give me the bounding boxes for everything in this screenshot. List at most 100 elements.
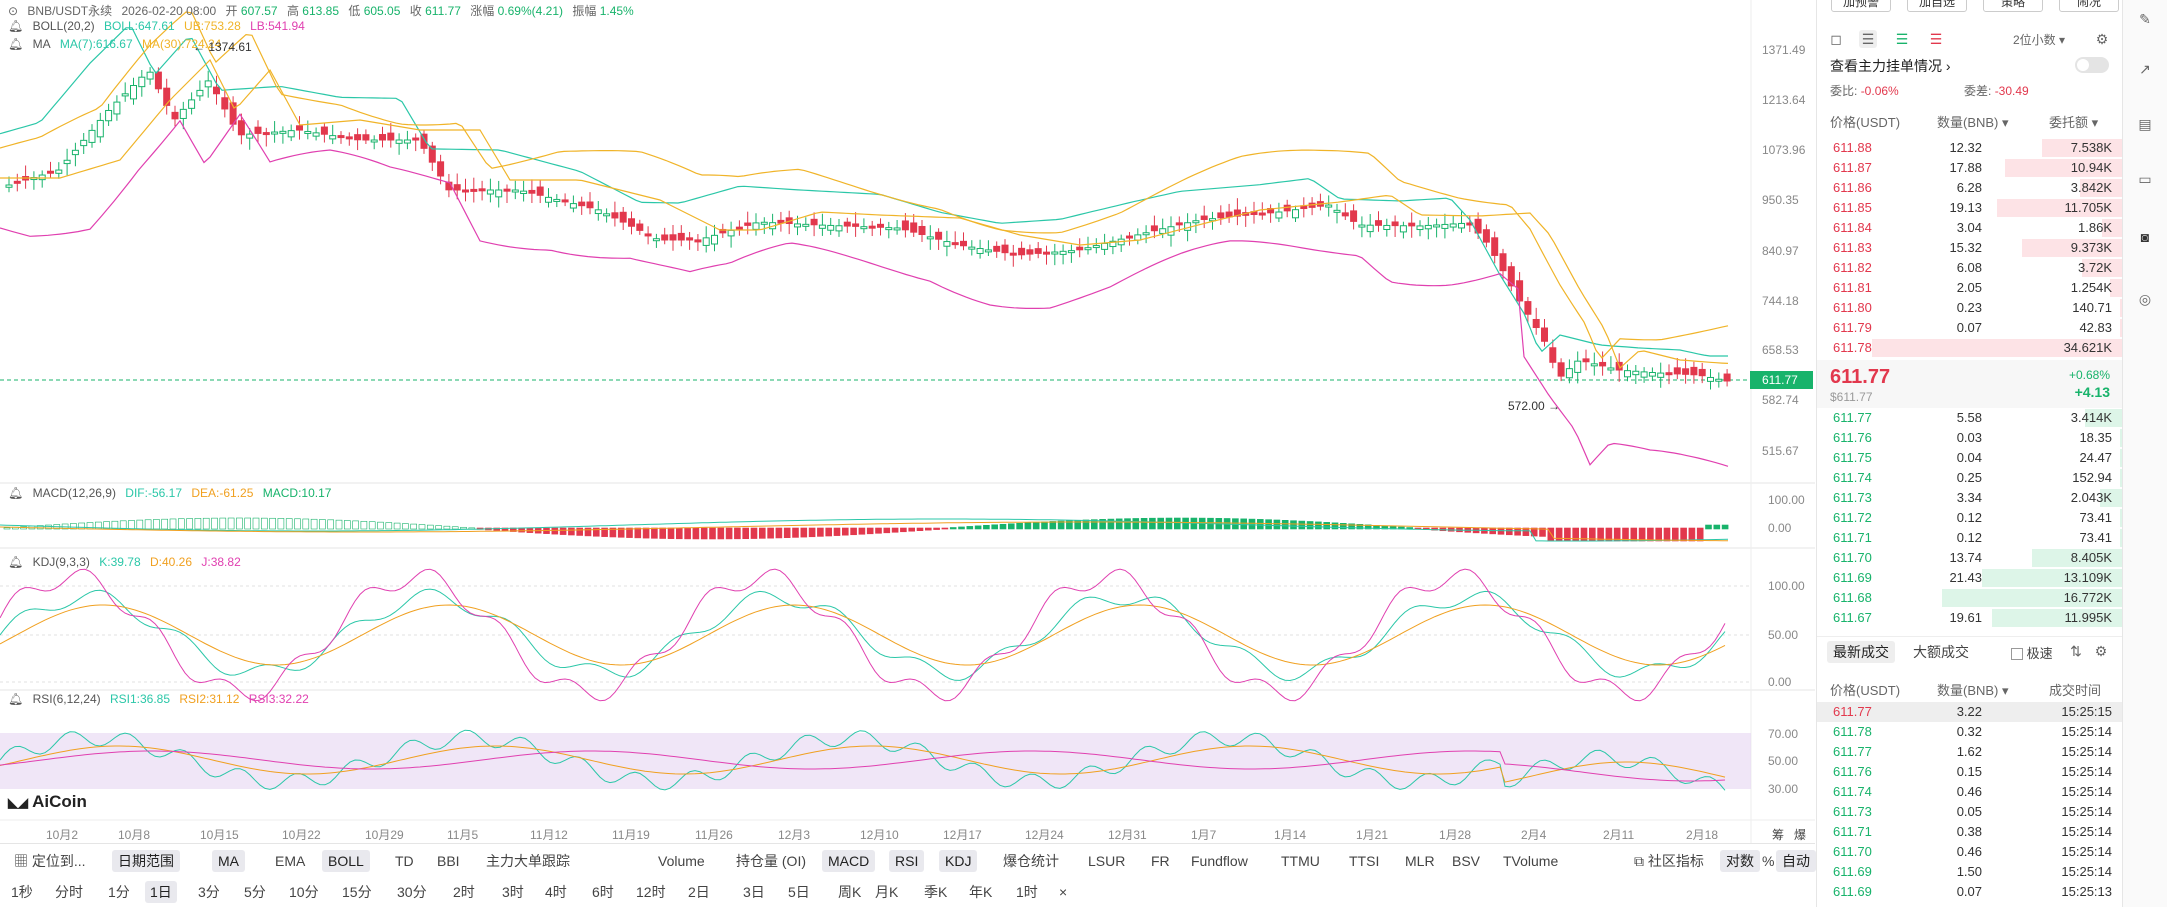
trade-row[interactable]: 611.69 1.50 15:25:14 (1817, 862, 2122, 882)
timeframe-4[interactable]: 3分 (198, 884, 220, 900)
timeframe-12[interactable]: 6时 (592, 884, 614, 900)
gear-icon[interactable]: ⚙ (2094, 643, 2108, 659)
indicator-rsi[interactable]: RSI (889, 850, 925, 872)
bell-icon[interactable]: 🔔︎ (8, 555, 24, 569)
indicator-bsv[interactable]: BSV (1452, 853, 1481, 869)
auto-scale-button[interactable]: 自动 (1776, 850, 1816, 872)
tab-large-trades[interactable]: 大额成交 (1913, 644, 1969, 660)
timeframe-9[interactable]: 2时 (453, 884, 475, 900)
order-row[interactable]: 611.83 15.32 9.373K (1817, 238, 2122, 258)
chart-icon[interactable]: ▤ (2138, 116, 2152, 132)
chip-button[interactable]: 筹 (1772, 828, 1785, 842)
gear-icon[interactable]: ⚙ (2095, 31, 2109, 47)
top-button-0[interactable]: 加预警 (1831, 0, 1891, 12)
indicator-ema[interactable]: EMA (275, 853, 306, 869)
book-asks-icon[interactable]: ☰ (1929, 31, 1943, 47)
indicator--[interactable]: 爆仓统计 (1003, 853, 1059, 869)
trade-col-qty[interactable]: 数量(BNB) ▾ (1937, 680, 2009, 699)
sort-icon[interactable]: ⇅ (2070, 643, 2082, 659)
trend-icon[interactable]: ↗ (2139, 61, 2151, 77)
indicator-macd[interactable]: MACD (822, 850, 876, 872)
signal-icon[interactable]: ◎ (2138, 291, 2152, 307)
trade-row[interactable]: 611.74 0.46 15:25:14 (1817, 782, 2122, 802)
watch-orders-toggle[interactable] (2075, 57, 2109, 73)
fast-mode-checkbox[interactable]: 极速 (2011, 643, 2053, 662)
indicator-tvolume[interactable]: TVolume (1503, 853, 1559, 869)
order-row[interactable]: 611.88 12.32 7.538K (1817, 138, 2122, 158)
order-row[interactable]: 611.72 0.12 73.41 (1817, 508, 2122, 528)
trade-row[interactable]: 611.70 0.46 15:25:14 (1817, 842, 2122, 862)
chart-area[interactable]: ⊙ BNB/USDT永续 2026-02-20 08:00 开 607.57 高… (0, 0, 1815, 843)
decimals-select[interactable]: 2位小数 ▾ (2013, 31, 2065, 48)
order-row[interactable]: 611.86 6.28 3.842K (1817, 178, 2122, 198)
macd-legend[interactable]: 🔔︎ MACD(12,26,9) DIF:-56.17 DEA:-61.25 M… (8, 486, 337, 500)
top-button-3[interactable]: 闹况 (2059, 0, 2119, 12)
timeframe-18[interactable]: 月K (875, 884, 899, 900)
timeframe-13[interactable]: 12时 (636, 884, 666, 900)
indicator-ma[interactable]: MA (212, 850, 245, 872)
timeframe-20[interactable]: 年K (969, 884, 993, 900)
trade-row[interactable]: 611.73 0.05 15:25:14 (1817, 802, 2122, 822)
order-row[interactable]: 611.7856.5934.621K (1817, 338, 2122, 358)
indicator-ttmu[interactable]: TTMU (1281, 853, 1320, 869)
bell-icon[interactable]: 🔔︎ (8, 692, 24, 706)
rsi-legend[interactable]: 🔔︎ RSI(6,12,24) RSI1:36.85 RSI2:31.12 RS… (8, 692, 315, 706)
indicator--oi-[interactable]: 持仓量 (OI) (736, 853, 806, 869)
order-row[interactable]: 611.70 13.74 8.405K (1817, 548, 2122, 568)
liquidation-button[interactable]: 爆 (1794, 828, 1807, 842)
indicator-mlr[interactable]: MLR (1405, 853, 1435, 869)
indicator-fr[interactable]: FR (1151, 853, 1170, 869)
timeframe-10[interactable]: 3时 (502, 884, 524, 900)
timeframe-7[interactable]: 15分 (342, 884, 372, 900)
order-row[interactable]: 611.6827.4216.772K (1817, 588, 2122, 608)
indicator-bbi[interactable]: BBI (437, 853, 460, 869)
timeframe-14[interactable]: 2日 (688, 884, 710, 900)
indicator-td[interactable]: TD (395, 853, 414, 869)
timeframe-1[interactable]: 分时 (55, 884, 83, 900)
locate-button[interactable]: ▦ 定位到... (8, 850, 92, 872)
percent-scale-button[interactable]: % (1762, 853, 1775, 869)
order-row[interactable]: 611.80 0.23 140.71 (1817, 298, 2122, 318)
timeframe-8[interactable]: 30分 (397, 884, 427, 900)
bell-icon[interactable]: 🔔︎ (8, 486, 24, 500)
indicator-boll[interactable]: BOLL (322, 850, 370, 872)
timeframe-0[interactable]: 1秒 (11, 884, 33, 900)
trade-row[interactable]: 611.76 0.15 15:25:14 (1817, 762, 2122, 782)
boll-legend[interactable]: 🔔︎ BOLL(20,2) BOLL:647.61 UB:753.28 LB:5… (8, 19, 311, 33)
trade-row[interactable]: 611.78 0.32 15:25:14 (1817, 722, 2122, 742)
indicator--[interactable]: 主力大单跟踪 (486, 853, 570, 869)
timeframe-15[interactable]: 3日 (743, 884, 765, 900)
note-icon[interactable]: ✎ (2139, 11, 2151, 27)
indicator-lsur[interactable]: LSUR (1088, 853, 1126, 869)
timeframe-5[interactable]: 5分 (244, 884, 266, 900)
layout-icon[interactable]: ◻ (1830, 31, 1842, 47)
robot-icon[interactable]: ◙ (2140, 229, 2150, 245)
bell-icon[interactable]: 🔔︎ (8, 19, 24, 33)
trade-row[interactable]: 611.77 1.62 15:25:14 (1817, 742, 2122, 762)
chart-settings-icon[interactable]: ⊙ (8, 4, 19, 18)
order-row[interactable]: 611.67 19.61 11.995K (1817, 608, 2122, 628)
order-row[interactable]: 611.87 17.88 10.94K (1817, 158, 2122, 178)
indicator-ttsi[interactable]: TTSI (1349, 853, 1380, 869)
book-both-icon[interactable]: ☰ (1859, 30, 1877, 48)
top-button-2[interactable]: 策略 (1983, 0, 2043, 12)
community-indicator-button[interactable]: ⧉ 社区指标 (1628, 850, 1710, 872)
top-button-1[interactable]: 加自选 (1907, 0, 1967, 12)
timeframe-3[interactable]: 1日 (145, 881, 177, 903)
book-bids-icon[interactable]: ☰ (1895, 31, 1909, 47)
date-range-button[interactable]: 日期范围 (112, 850, 180, 872)
close-icon[interactable]: × (1059, 884, 1068, 900)
order-row[interactable]: 611.73 3.34 2.043K (1817, 488, 2122, 508)
indicator-kdj[interactable]: KDJ (939, 850, 978, 872)
chart-canvas[interactable] (0, 0, 1815, 843)
kdj-legend[interactable]: 🔔︎ KDJ(9,3,3) K:39.78 D:40.26 J:38.82 (8, 555, 247, 569)
trade-row[interactable]: 611.71 0.38 15:25:14 (1817, 822, 2122, 842)
trade-row[interactable]: 611.69 0.07 15:25:13 (1817, 882, 2122, 902)
timeframe-6[interactable]: 10分 (289, 884, 319, 900)
indicator-fundflow[interactable]: Fundflow (1191, 853, 1248, 869)
order-row[interactable]: 611.76 0.03 18.35 (1817, 428, 2122, 448)
order-row[interactable]: 611.69 21.43 13.109K (1817, 568, 2122, 588)
card-icon[interactable]: ▭ (2138, 171, 2152, 187)
order-row[interactable]: 611.84 3.04 1.86K (1817, 218, 2122, 238)
timeframe-21[interactable]: 1时 (1016, 884, 1038, 900)
